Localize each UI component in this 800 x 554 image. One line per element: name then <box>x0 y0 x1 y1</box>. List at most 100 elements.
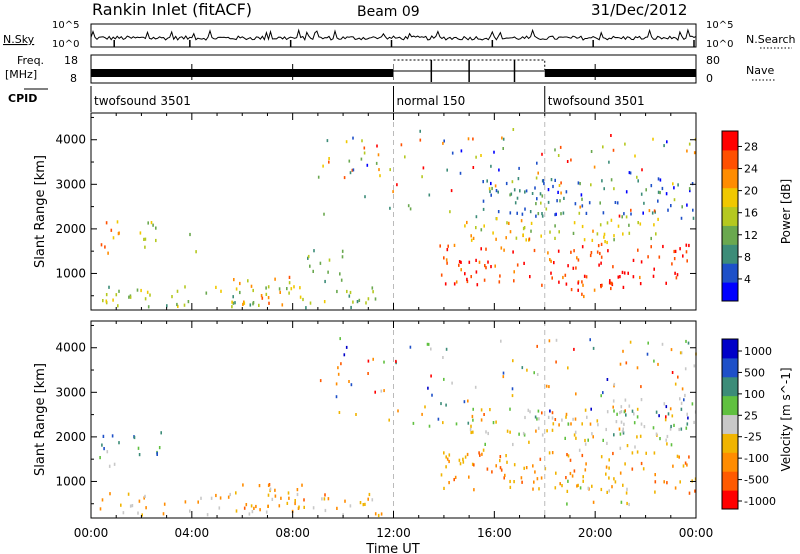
heat-cell <box>661 342 664 346</box>
heat-cell <box>296 492 299 497</box>
heat-cell <box>637 248 639 252</box>
heat-cell <box>615 420 618 424</box>
heat-cell <box>654 490 656 494</box>
heat-cell <box>602 211 605 215</box>
heat-cell <box>360 157 363 161</box>
heat-cell <box>478 260 481 264</box>
heat-cell <box>341 249 344 253</box>
heat-cell <box>506 221 508 225</box>
heat-cell <box>155 226 157 230</box>
heat-cell <box>359 501 362 505</box>
heat-cell <box>640 260 643 264</box>
heat-cell <box>570 422 572 426</box>
heat-cell <box>171 295 173 299</box>
heat-cell <box>340 362 342 366</box>
heat-cell <box>565 412 568 416</box>
heat-cell <box>650 236 652 241</box>
noise-tick-top-left: 10^5 <box>52 20 79 31</box>
heat-cell <box>683 398 685 402</box>
heat-cell <box>569 458 572 462</box>
heat-cell <box>655 432 658 436</box>
heat-cell <box>670 348 673 352</box>
heat-cell <box>324 508 327 513</box>
heat-cell <box>525 189 528 193</box>
heat-cell <box>139 231 142 235</box>
heat-cell <box>100 243 103 247</box>
heat-cell <box>376 144 378 148</box>
colorbar-title: Velocity [m s^-1] <box>779 367 793 471</box>
heat-cell <box>574 430 577 434</box>
heat-cell <box>206 513 209 517</box>
heat-cell <box>579 182 581 186</box>
heat-cell <box>489 408 491 412</box>
heat-cell <box>665 405 668 409</box>
heat-cell <box>427 342 430 346</box>
heat-cell <box>448 453 451 457</box>
heat-cell <box>553 261 555 265</box>
heat-cell <box>576 484 578 488</box>
heat-cell <box>144 237 147 241</box>
heat-cell <box>622 427 624 431</box>
heat-cell <box>636 366 639 370</box>
heat-cell <box>339 337 341 341</box>
cpid-label: CPID <box>8 92 37 105</box>
heat-cell <box>589 422 592 426</box>
heat-cell <box>128 295 130 299</box>
heat-cell <box>430 347 432 351</box>
heat-cell <box>440 473 443 477</box>
heat-cell <box>640 461 643 466</box>
heat-cell <box>349 171 352 175</box>
heat-cell <box>539 457 542 461</box>
heat-cell <box>471 414 474 419</box>
heat-cell <box>600 394 602 398</box>
heat-cell <box>547 188 550 192</box>
heat-cell <box>99 507 102 511</box>
heat-cell <box>288 275 291 279</box>
x-tick-label: 16:00 <box>477 526 512 540</box>
y-tick-label: 2000 <box>55 430 86 444</box>
heat-cell <box>389 206 391 210</box>
heat-cell <box>599 223 602 227</box>
heat-cell <box>502 137 505 141</box>
heat-cell <box>459 171 462 175</box>
heat-cell <box>663 402 666 406</box>
heat-cell <box>606 378 609 381</box>
heat-cell <box>497 190 499 194</box>
heat-cell <box>567 479 569 483</box>
heat-cell <box>380 512 383 516</box>
heat-cell <box>663 144 665 148</box>
heat-cell <box>631 467 634 471</box>
heat-cell <box>505 181 508 186</box>
heat-cell <box>565 190 568 194</box>
heat-cell <box>372 357 374 361</box>
heat-cell <box>187 300 190 304</box>
heat-cell <box>502 371 505 375</box>
freq-tick-top: 18 <box>64 54 78 67</box>
heat-cell <box>525 238 527 242</box>
heat-cell <box>485 247 487 251</box>
heat-cell <box>608 466 610 470</box>
cpid-strip: CPID twofsound 3501 normal 150 twofsound 3… <box>8 86 645 112</box>
heat-cell <box>485 430 487 434</box>
heat-cell <box>490 164 492 168</box>
heat-cell <box>138 499 141 503</box>
heat-cell <box>641 168 643 172</box>
heat-cell <box>344 499 346 503</box>
heat-cell <box>591 238 594 242</box>
heat-cell <box>243 506 246 510</box>
heat-cell <box>422 166 425 170</box>
heat-cell <box>547 415 550 419</box>
heat-cell <box>467 399 469 403</box>
heat-cell <box>577 258 580 262</box>
heat-cell <box>673 186 675 190</box>
heat-cell <box>366 163 369 167</box>
heat-cell <box>443 256 445 260</box>
heat-cell <box>527 408 530 412</box>
heat-cell <box>512 128 515 131</box>
heat-cell <box>616 412 618 416</box>
heat-cell <box>475 270 478 274</box>
heat-cell <box>666 140 668 144</box>
heat-cell <box>593 288 596 292</box>
heat-cell <box>554 236 556 240</box>
heat-cell <box>633 412 635 416</box>
